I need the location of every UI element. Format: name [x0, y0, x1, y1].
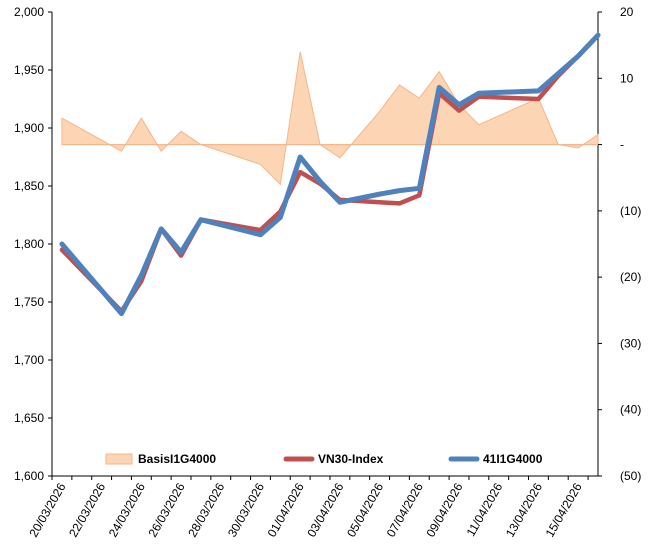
x-tick-label: 22/03/2026 [66, 480, 108, 539]
left-tick-label: 1,950 [14, 63, 44, 77]
x-tick-label: 05/04/2026 [344, 480, 386, 539]
x-tick-label: 03/04/2026 [304, 480, 346, 539]
series-line-41i1g4000 [59, 32, 601, 317]
left-tick-label: 1,900 [14, 121, 44, 135]
x-tick-label: 28/03/2026 [185, 480, 227, 539]
x-tick-label: 13/04/2026 [503, 480, 545, 539]
left-tick-label: 1,750 [14, 295, 44, 309]
right-tick-label: 20 [620, 5, 634, 19]
plot-frame [51, 12, 599, 477]
legend-41i1g4000-label: 41I1G4000 [483, 452, 543, 466]
left-tick-label: 1,650 [14, 411, 44, 425]
legend: BasisI1G4000 VN30-Index 41I1G4000 [105, 452, 543, 466]
x-tick-label: 01/04/2026 [265, 480, 307, 539]
right-tick-label: (20) [620, 270, 641, 284]
right-tick-label: (40) [620, 403, 641, 417]
series-lines-group [59, 32, 601, 317]
left-tick-label: 1,800 [14, 237, 44, 251]
x-tick-label: 09/04/2026 [423, 480, 465, 539]
right-tick-label: (50) [620, 469, 641, 483]
legend-basis-swatch [105, 453, 133, 465]
right-tick-label: - [620, 138, 624, 152]
x-tick-label: 24/03/2026 [106, 480, 148, 539]
right-tick-label: (30) [620, 336, 641, 350]
legend-vn30-index-label: VN30-Index [318, 452, 384, 466]
x-axis: 20/03/202622/03/202624/03/202626/03/2026… [26, 476, 589, 540]
x-tick-label: 30/03/2026 [225, 480, 267, 539]
legend-basis-label: BasisI1G4000 [138, 452, 216, 466]
left-axis: 1,600 1,650 1,700 1,750 1,800 1,850 1,900 1,950… [14, 5, 52, 483]
x-tick-label: 11/04/2026 [464, 480, 506, 539]
series-area-basis [61, 51, 599, 186]
x-tick-label: 07/04/2026 [384, 480, 426, 539]
left-tick-label: 1,600 [14, 469, 44, 483]
series-area-group [61, 51, 599, 186]
left-tick-label: 1,850 [14, 179, 44, 193]
right-tick-label: (10) [620, 204, 641, 218]
x-tick-label: 15/04/2026 [543, 480, 585, 539]
left-tick-label: 2,000 [14, 5, 44, 19]
left-tick-label: 1,700 [14, 353, 44, 367]
x-tick-label: 26/03/2026 [145, 480, 187, 539]
right-axis: (50) (40) (30) (20) (10) - 10 20 [598, 5, 641, 483]
right-tick-label: 10 [620, 71, 634, 85]
x-tick-label: 20/03/2026 [26, 480, 68, 539]
